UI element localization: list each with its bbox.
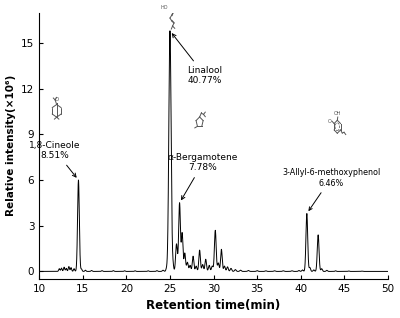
- Text: O: O: [327, 119, 331, 124]
- Text: O: O: [55, 97, 59, 102]
- X-axis label: Retention time(min): Retention time(min): [146, 300, 281, 313]
- Text: 1,8-Cineole
8.51%: 1,8-Cineole 8.51%: [29, 141, 81, 177]
- Y-axis label: Relative intensity(×10⁶): Relative intensity(×10⁶): [6, 75, 16, 217]
- Text: 3-Allyl-6-methoxyphenol
6.46%: 3-Allyl-6-methoxyphenol 6.46%: [282, 168, 380, 211]
- Text: HO: HO: [161, 5, 168, 10]
- Text: OH: OH: [334, 111, 342, 116]
- Text: α-Bergamotene
7.78%: α-Bergamotene 7.78%: [168, 153, 238, 200]
- Text: Linalool
40.77%: Linalool 40.77%: [172, 34, 222, 85]
